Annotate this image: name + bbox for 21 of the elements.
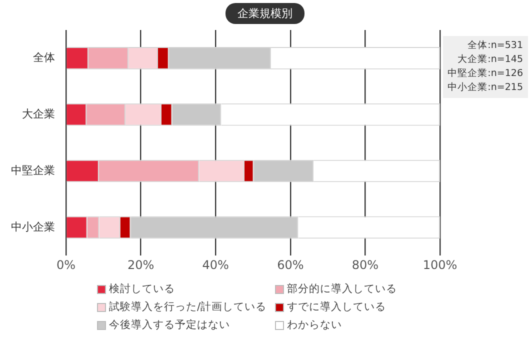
y-tick-label: 大企業 — [22, 107, 55, 120]
legend-label: わからない — [287, 318, 342, 333]
text: 大企業:n=145 — [456, 53, 523, 67]
chart-title: 企業規模別 — [226, 3, 304, 24]
y-tick-label: 全体 — [33, 51, 55, 64]
x-tick-label: 0% — [56, 258, 76, 272]
x-tick-label: 80% — [352, 258, 379, 272]
text: 全体:n=531 — [466, 39, 523, 53]
y-tick-label: 中堅企業 — [11, 164, 55, 177]
x-tick-label: 40% — [202, 258, 229, 272]
text: 中小企業:n=215 — [448, 81, 523, 95]
legend-label: 部分的に導入している — [287, 282, 397, 297]
legend-label: すでに導入している — [287, 300, 386, 315]
legend-label: 試験導入を行った/計画している — [109, 300, 267, 315]
x-tick-label: 60% — [277, 258, 304, 272]
y-tick-label: 中小企業 — [11, 220, 55, 234]
legend-label: 検討している — [109, 282, 175, 297]
legend-label: 今後導入する予定はない — [109, 318, 230, 333]
text: 中堅企業:n=126 — [448, 67, 523, 81]
x-tick-label: 20% — [127, 258, 154, 272]
x-tick-label: 100% — [422, 258, 458, 272]
